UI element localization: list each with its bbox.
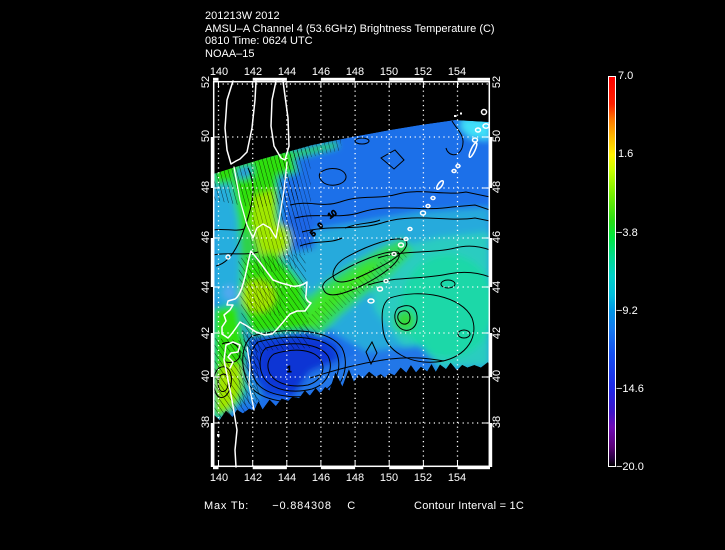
- svg-text:5: 5: [309, 228, 319, 238]
- svg-text:1: 1: [287, 365, 292, 374]
